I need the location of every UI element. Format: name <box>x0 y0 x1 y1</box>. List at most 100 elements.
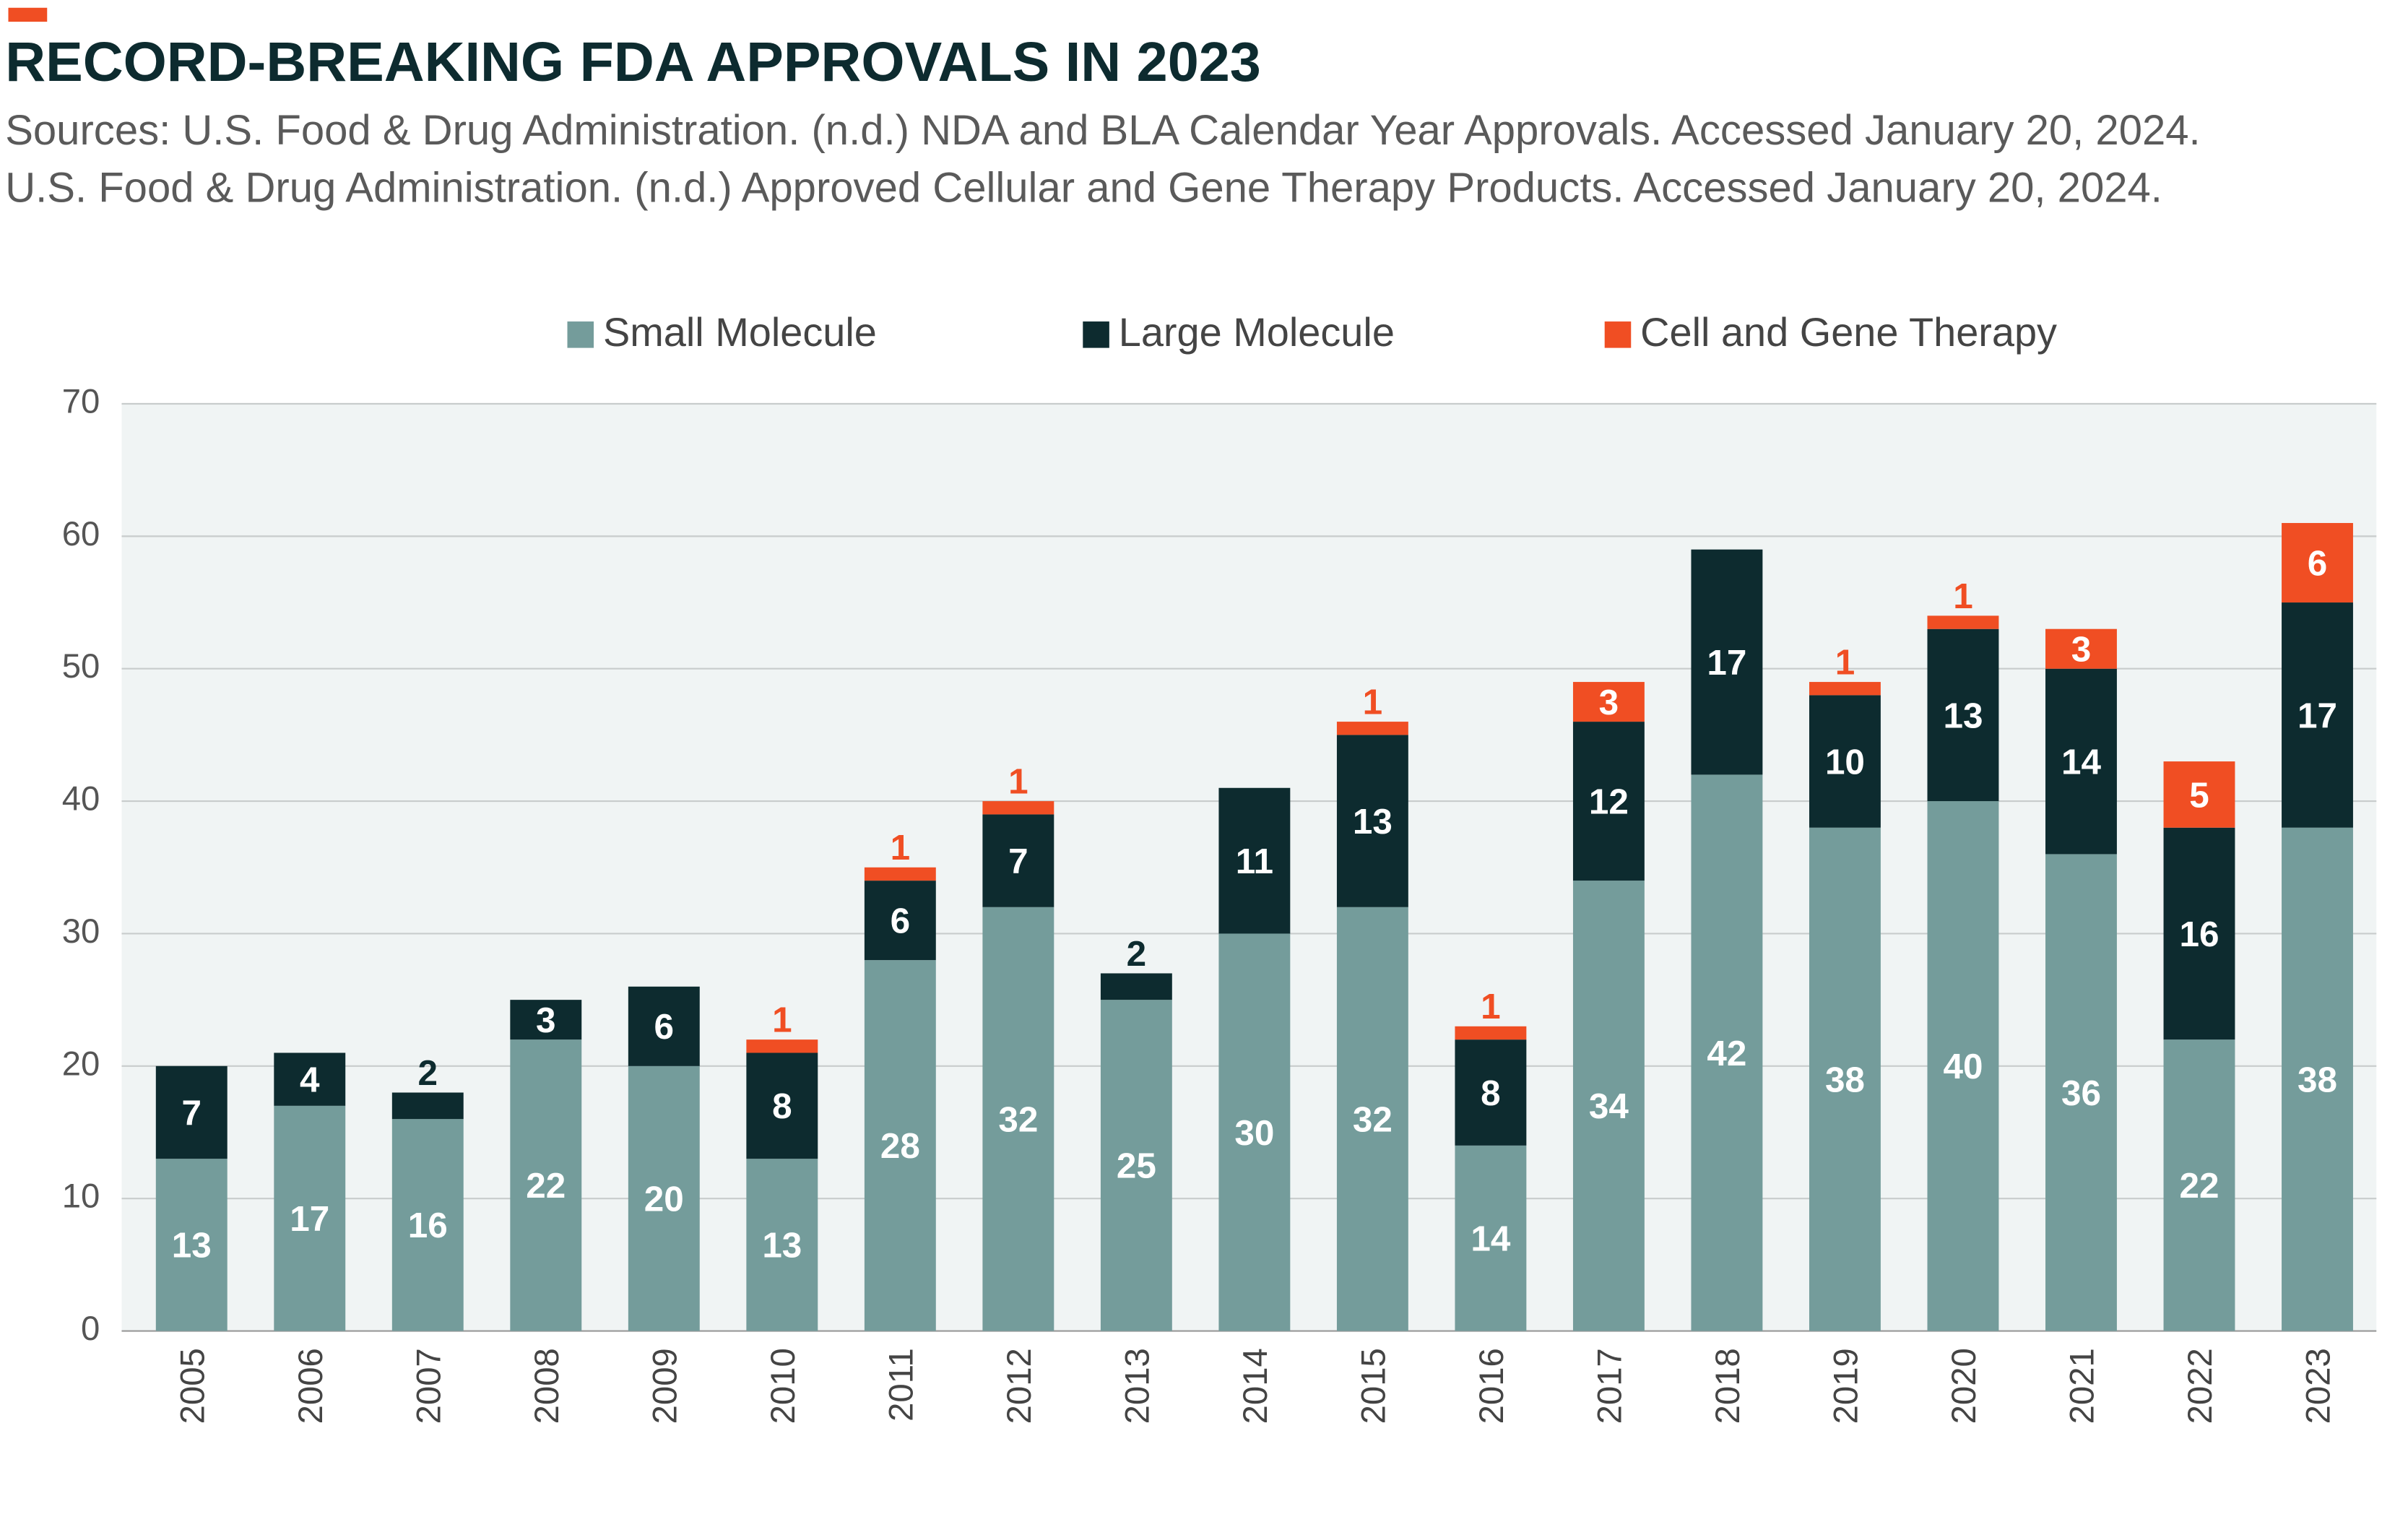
x-tick-label: 2016 <box>1473 1348 1511 1424</box>
bar-segment <box>274 1052 346 1106</box>
bar-segment <box>864 960 936 1331</box>
bar-segment <box>391 1092 464 1120</box>
x-tick-label: 2008 <box>528 1348 566 1424</box>
data-label: 6 <box>2308 543 2328 583</box>
data-label: 34 <box>1589 1086 1629 1126</box>
data-label: 16 <box>408 1206 448 1245</box>
data-label: 20 <box>644 1180 684 1219</box>
bar-segment <box>1455 1039 1527 1146</box>
x-tick-label: 2018 <box>1709 1348 1747 1424</box>
x-tick-label: 2020 <box>1945 1348 1983 1424</box>
y-tick-label: 50 <box>62 647 100 686</box>
chart-subtitle: Sources: U.S. Food & Drug Administration… <box>5 107 2200 154</box>
bar-segment <box>1572 722 1645 881</box>
data-label: 3 <box>1599 683 1619 722</box>
data-label: 12 <box>1589 782 1629 821</box>
bar-segment <box>2163 1039 2235 1331</box>
data-label: 7 <box>182 1093 202 1133</box>
bar-segment <box>982 907 1054 1331</box>
data-label: 28 <box>880 1126 920 1166</box>
bar-segment <box>1809 682 1881 696</box>
x-tick-label: 2015 <box>1355 1348 1393 1424</box>
bar-segment <box>1455 1026 1527 1040</box>
bar-segment <box>1572 682 1645 722</box>
bar-segment <box>1455 1145 1527 1331</box>
data-label: 22 <box>526 1166 566 1206</box>
data-label: 13 <box>762 1226 802 1266</box>
x-tick-label: 2017 <box>1591 1348 1629 1424</box>
data-label: 5 <box>2189 775 2209 815</box>
data-label: 17 <box>1707 643 1746 683</box>
data-label: 13 <box>1353 802 1393 842</box>
x-tick-label: 2005 <box>173 1348 212 1424</box>
data-label: 17 <box>290 1199 329 1239</box>
bar-segment <box>1100 973 1172 1000</box>
bar-segment <box>864 867 936 881</box>
bar-segment <box>2045 628 2117 669</box>
bar-segment <box>2282 523 2353 603</box>
data-label: 1 <box>891 828 911 868</box>
data-label: 22 <box>2179 1166 2219 1206</box>
bar-segment <box>1572 881 1645 1331</box>
data-label: 1 <box>1363 682 1383 722</box>
bar-segment <box>2282 827 2353 1331</box>
x-tick-label: 2009 <box>646 1348 685 1424</box>
data-label: 8 <box>772 1086 792 1126</box>
data-label: 3 <box>536 1000 556 1040</box>
data-label: 14 <box>2061 742 2101 782</box>
data-label: 32 <box>1353 1100 1393 1140</box>
data-label: 30 <box>1234 1113 1274 1153</box>
data-label: 36 <box>2061 1073 2101 1113</box>
bar-segment <box>1691 549 1763 775</box>
bar-segment <box>1927 801 1999 1331</box>
bar-segment <box>1336 907 1408 1331</box>
data-label: 3 <box>2071 630 2091 670</box>
data-label: 16 <box>2179 915 2219 954</box>
data-label: 6 <box>654 1007 675 1047</box>
data-label: 1 <box>1835 642 1855 682</box>
x-tick-label: 2012 <box>1000 1348 1039 1424</box>
x-tick-label: 2010 <box>764 1348 802 1424</box>
legend-swatch <box>567 321 594 348</box>
bar-segment <box>2163 827 2235 1040</box>
bar-segment <box>746 1039 818 1053</box>
data-label: 1 <box>1953 576 1973 616</box>
data-label: 6 <box>891 901 911 941</box>
bar-segment <box>1336 735 1408 907</box>
data-label: 32 <box>998 1100 1038 1140</box>
legend-label: Large Molecule <box>1119 309 1395 355</box>
bar-segment <box>982 814 1054 907</box>
x-tick-label: 2021 <box>2063 1348 2102 1424</box>
data-label: 14 <box>1471 1219 1510 1259</box>
bar-segment <box>1691 774 1763 1331</box>
y-tick-label: 0 <box>81 1310 100 1348</box>
x-tick-label: 2022 <box>2181 1348 2219 1424</box>
data-label: 7 <box>1008 842 1028 881</box>
bar-segment <box>2045 854 2117 1331</box>
x-tick-label: 2023 <box>2300 1348 2338 1424</box>
bar-segment <box>1809 827 1881 1331</box>
bar-segment <box>274 1105 346 1331</box>
data-label: 2 <box>418 1053 438 1093</box>
bar-segment <box>2282 602 2353 828</box>
bar-segment <box>746 1159 818 1331</box>
chart-subtitle: U.S. Food & Drug Administration. (n.d.) … <box>5 164 2162 211</box>
data-label: 42 <box>1707 1034 1746 1073</box>
bar-segment <box>2045 668 2117 855</box>
data-label: 25 <box>1117 1146 1156 1186</box>
bar-segment <box>982 801 1054 815</box>
bar-segment <box>510 1000 582 1040</box>
x-tick-label: 2013 <box>1119 1348 1157 1424</box>
bar-segment <box>746 1052 818 1159</box>
bar-segment <box>1218 787 1291 934</box>
bar-segment <box>155 1065 228 1159</box>
bar-segment <box>155 1159 228 1331</box>
bar-segment <box>1336 722 1408 735</box>
bar-segment <box>1927 628 1999 802</box>
bar-segment <box>628 986 700 1066</box>
legend-label: Small Molecule <box>603 309 877 355</box>
bar-segment <box>2163 761 2235 828</box>
data-label: 13 <box>172 1226 212 1266</box>
x-tick-label: 2019 <box>1827 1348 1866 1424</box>
